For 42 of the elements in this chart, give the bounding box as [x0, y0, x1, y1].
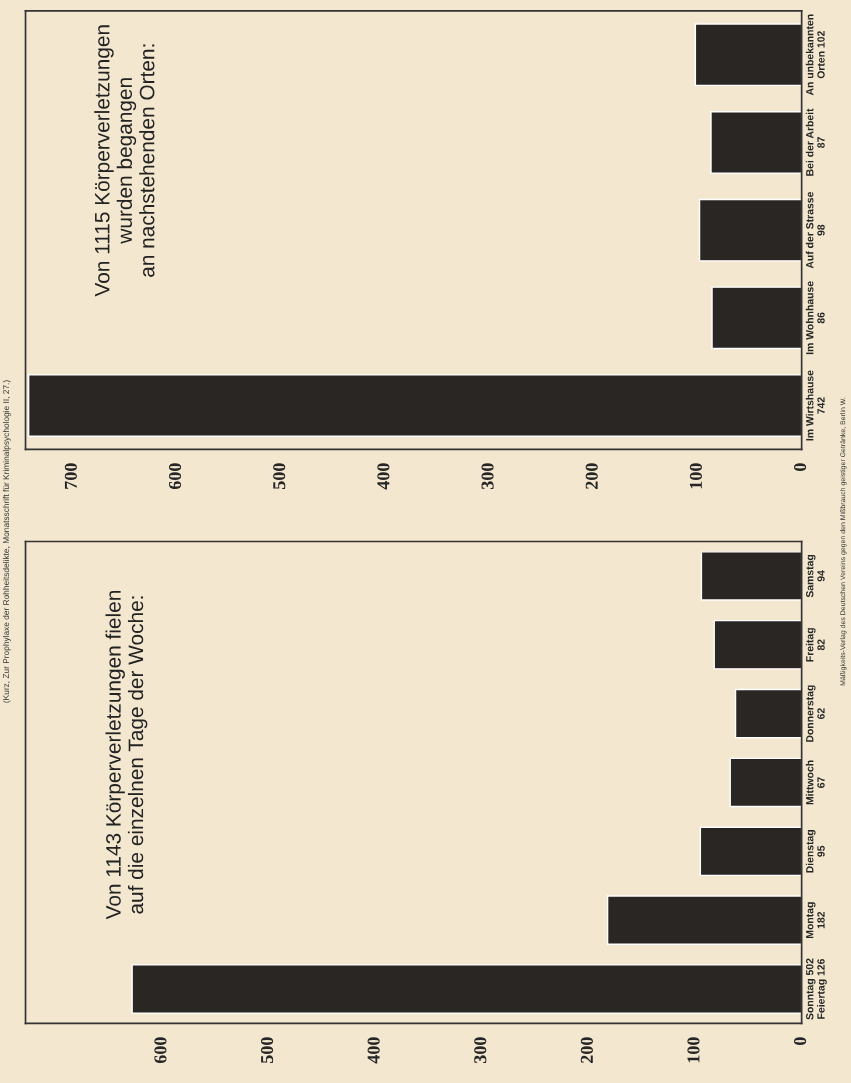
- y-tick-label: An unbekannten Orten 102: [805, 14, 825, 96]
- y-tick-label: Montag 182: [806, 902, 825, 938]
- y-tick-label: Sonntag 502 Feiertag 126: [806, 958, 827, 1020]
- bar: [729, 757, 802, 808]
- y-tick-label: Donnerstag 62: [806, 685, 825, 742]
- y-tick-label: Freitag 82: [805, 628, 825, 662]
- x-tick-label: 600: [154, 1037, 167, 1064]
- bar: [734, 688, 802, 739]
- bar: [606, 895, 802, 945]
- y-tick-label: Dienstag 95: [805, 830, 825, 873]
- x-tick-label: 500: [260, 1037, 274, 1063]
- x-tick-label: 400: [367, 1037, 380, 1064]
- x-tick-label: 0: [793, 1037, 807, 1045]
- x-tick-label: 700: [64, 463, 77, 489]
- x-tick-label: 100: [687, 1037, 700, 1063]
- x-tick-label: 300: [474, 1037, 487, 1064]
- x-tick-label: 0: [793, 463, 807, 471]
- bar: [710, 111, 802, 174]
- bar: [27, 374, 802, 437]
- bar: [698, 198, 802, 262]
- x-tick-label: 200: [580, 1037, 593, 1063]
- y-tick-label: Auf der Strasse 98: [805, 191, 825, 269]
- x-tick-label: 500: [273, 463, 286, 489]
- y-tick-label: Im Wohnhause 86: [805, 281, 825, 355]
- x-tick-label: 100: [689, 463, 702, 489]
- bar: [694, 23, 802, 87]
- bar: [699, 826, 802, 877]
- bar: [713, 619, 802, 670]
- x-tick-label: 200: [585, 463, 598, 489]
- x-tick-label: 400: [377, 463, 390, 490]
- y-tick-label: Mittwoch 67: [805, 760, 825, 805]
- text: Von 1143 Körperverletzungen fielen auf die einzelnen Tage der Woche:: [105, 591, 148, 920]
- bar: [131, 964, 802, 1014]
- bar: [700, 551, 802, 601]
- text: (Kurz, Zur Prophylaxe der Rohheitsdelikte, Monatsschrift für Kriminalpsychologie II, 27.): [2, 380, 11, 703]
- x-tick-label: 300: [481, 463, 494, 490]
- y-tick-label: Im Wirtshause 742: [805, 370, 825, 441]
- y-tick-label: Bei der Arbeit 87: [805, 108, 825, 176]
- y-tick-label: Samstag 94: [806, 554, 825, 598]
- bar: [711, 286, 802, 350]
- text: Von 1115 Körperverletzungen wurden begangen an nachstehenden Orten:: [94, 25, 155, 297]
- x-tick-label: 600: [168, 463, 182, 490]
